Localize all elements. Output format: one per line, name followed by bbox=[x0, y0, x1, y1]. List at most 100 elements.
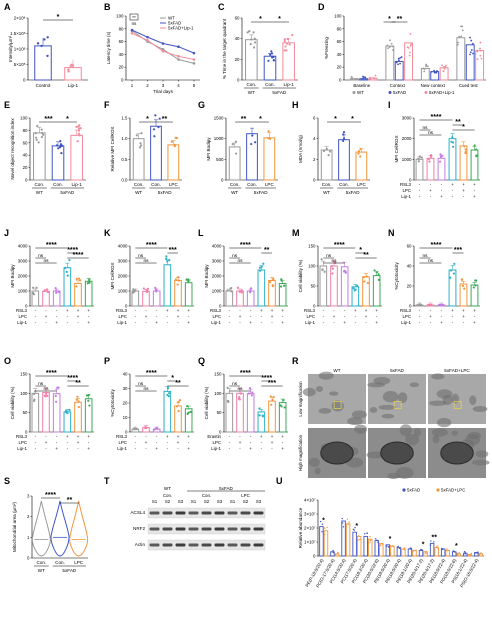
chart-I-pm: - bbox=[419, 194, 421, 199]
chart-D-bar bbox=[359, 78, 369, 81]
chart-I-pm: + bbox=[473, 182, 476, 187]
chart-R-texture bbox=[399, 424, 413, 436]
chart-U-point bbox=[374, 538, 377, 540]
chart-F-cat-label: Con. bbox=[134, 182, 144, 187]
chart-T-band bbox=[149, 527, 160, 531]
chart-U-point bbox=[321, 531, 323, 533]
chart-I-bar bbox=[415, 158, 424, 181]
chart-P-pm: + bbox=[187, 434, 190, 439]
chart-T-sample-label: S3 bbox=[217, 499, 223, 504]
chart-D-point bbox=[374, 74, 377, 77]
chart-S-violin bbox=[50, 500, 70, 557]
chart-N-point bbox=[472, 286, 475, 289]
chart-M-point bbox=[366, 281, 369, 285]
chart-H-group-label: WT bbox=[323, 190, 330, 195]
chart-J-pm: + bbox=[87, 308, 90, 313]
chart-K-pm: - bbox=[167, 320, 169, 325]
chart-J-ytick-label: 2000 bbox=[18, 274, 28, 279]
chart-T-band bbox=[162, 511, 173, 515]
chart-L-pm: - bbox=[229, 314, 231, 319]
chart-I-point bbox=[464, 148, 467, 151]
chart-K-pm: - bbox=[156, 308, 158, 313]
chart-P-point bbox=[153, 428, 156, 431]
chart-R-column-label: 5xFAD bbox=[390, 368, 404, 373]
chart-M-point bbox=[330, 265, 333, 268]
chart-M-pm: + bbox=[375, 320, 378, 325]
chart-T-row-label: NRF2 bbox=[133, 526, 145, 531]
panel-label-B: B bbox=[104, 2, 111, 12]
chart-M-ytick-label: 150 bbox=[308, 244, 316, 249]
chart-E-ytick-label: 100 bbox=[20, 116, 28, 121]
chart-R-texture bbox=[471, 459, 490, 466]
chart-I-sig: ** bbox=[455, 119, 461, 126]
chart-K-pm: + bbox=[166, 308, 169, 313]
chart-N-ytick-label: 40 bbox=[407, 264, 412, 269]
chart-J-pm: + bbox=[45, 314, 48, 319]
chart-H-sig: * bbox=[334, 116, 337, 123]
chart-E-point bbox=[58, 146, 62, 149]
chart-I-pm: + bbox=[462, 182, 465, 187]
chart-U-point bbox=[424, 550, 427, 553]
chart-T-sample-label: S3 bbox=[256, 499, 262, 504]
chart-U-point bbox=[358, 535, 360, 537]
chart-T-sample-label: S2 bbox=[243, 499, 249, 504]
chart-C-point bbox=[253, 46, 256, 49]
chart-L-point bbox=[262, 262, 265, 265]
chart-D-bar bbox=[456, 37, 466, 81]
chart-T-group-label: WT bbox=[164, 486, 171, 491]
chart-A-bar bbox=[34, 45, 52, 81]
chart-B-legend-label: 5xFAD+Lip-1 bbox=[168, 26, 194, 31]
chart-P-bar bbox=[163, 390, 172, 433]
chart-L-pm: - bbox=[239, 308, 241, 313]
chart-T-row-label: Actin bbox=[135, 542, 146, 547]
chart-N-bar bbox=[459, 283, 468, 307]
chart-T-band bbox=[149, 511, 160, 515]
chart-D-bar bbox=[394, 60, 404, 81]
chart-U-point bbox=[478, 554, 481, 556]
chart-O-sig: ns bbox=[43, 387, 49, 392]
chart-U-point bbox=[387, 546, 390, 548]
chart-A-point bbox=[67, 70, 70, 73]
chart-U-point bbox=[446, 549, 448, 552]
chart-N-sig: ns bbox=[428, 259, 434, 264]
chart-O-point bbox=[85, 394, 89, 397]
chart-M-pm: - bbox=[323, 308, 325, 313]
chart-U-legend-label: 5xFAD+LPC bbox=[441, 488, 465, 493]
chart-N-point bbox=[461, 284, 465, 288]
chart-T-sample-label: S1 bbox=[191, 499, 197, 504]
chart-U-ytick-label: 3×10⁷ bbox=[304, 512, 316, 517]
chart-I-ytick-label: 3000 bbox=[402, 116, 412, 121]
chart-U-bar bbox=[319, 526, 324, 557]
chart-K-point bbox=[176, 283, 179, 286]
chart-G-bar bbox=[228, 146, 241, 181]
chart-B-xtick-label: 3 bbox=[162, 83, 165, 88]
chart-M-point bbox=[362, 276, 366, 279]
chart-E-point bbox=[37, 141, 40, 144]
chart-U-point bbox=[404, 548, 406, 550]
chart-R-zoom-box bbox=[393, 401, 402, 409]
chart-E-bar bbox=[33, 132, 46, 181]
chart-N-pm: + bbox=[473, 308, 476, 313]
chart-U-bar bbox=[452, 551, 457, 557]
chart-F-point bbox=[170, 140, 173, 143]
chart-N-ylabel: %Cytotoxicity bbox=[394, 262, 399, 290]
chart-O-point bbox=[32, 392, 36, 396]
chart-J-pm: - bbox=[56, 314, 58, 319]
chart-A-point bbox=[40, 44, 43, 48]
chart-A-point bbox=[67, 68, 70, 71]
chart-R-texture bbox=[378, 404, 396, 410]
chart-K-point bbox=[176, 276, 180, 279]
chart-U-legend-swatch bbox=[436, 488, 440, 492]
chart-P-pm: - bbox=[156, 434, 158, 439]
chart-T-band bbox=[240, 511, 251, 515]
chart-E-point bbox=[75, 125, 78, 128]
chart-H-point bbox=[359, 155, 362, 158]
chart-M-ytick-label: 100 bbox=[308, 264, 316, 269]
chart-L-pm: + bbox=[249, 320, 252, 325]
chart-U-point bbox=[474, 553, 476, 555]
chart-J-point bbox=[75, 277, 78, 281]
chart-L-point bbox=[236, 286, 239, 289]
chart-L-point bbox=[272, 277, 275, 281]
panel-label-M: M bbox=[292, 228, 300, 238]
chart-I-sig: ns bbox=[428, 131, 434, 136]
